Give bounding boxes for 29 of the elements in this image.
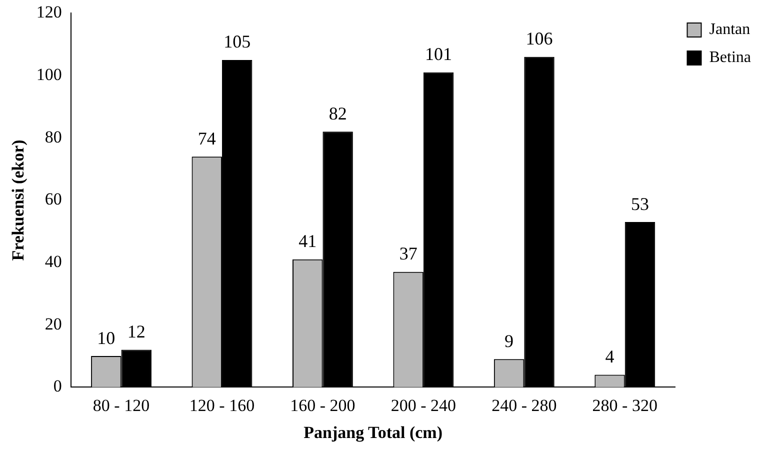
y-tick-label: 100	[36, 65, 62, 84]
x-tick-label: 80 - 120	[92, 396, 150, 415]
data-label: 37	[399, 244, 418, 264]
y-tick-label: 0	[53, 376, 62, 396]
y-tick-label: 20	[44, 314, 62, 334]
data-label: 74	[198, 128, 216, 148]
data-label: 9	[504, 330, 514, 351]
y-axis-title: Frekuensi (ekor)	[8, 140, 28, 261]
data-label: 41	[298, 231, 317, 252]
data-label: 106	[526, 28, 553, 49]
y-tick-label: 80	[44, 127, 62, 146]
data-label: 82	[328, 103, 347, 124]
data-label: 105	[224, 32, 251, 52]
y-tick-label: 40	[44, 252, 62, 271]
x-axis-title: Panjang Total (cm)	[304, 423, 442, 442]
y-tick-label: 60	[44, 190, 62, 209]
data-label: 101	[425, 44, 452, 64]
x-tick-label: 240 - 280	[492, 396, 557, 415]
x-tick-label: 280 - 320	[592, 396, 658, 415]
x-tick-label: 120 - 160	[189, 396, 255, 415]
data-label: 12	[127, 322, 146, 342]
x-tick-label: 200 - 240	[390, 396, 456, 415]
data-label: 4	[605, 346, 614, 366]
data-label: 53	[630, 194, 649, 214]
y-tick-label: 120	[36, 2, 62, 22]
data-label: 10	[97, 328, 116, 348]
x-tick-label: 160 - 200	[290, 396, 356, 415]
legend-label: Jantan	[709, 21, 750, 38]
legend-label: Betina	[709, 49, 751, 66]
